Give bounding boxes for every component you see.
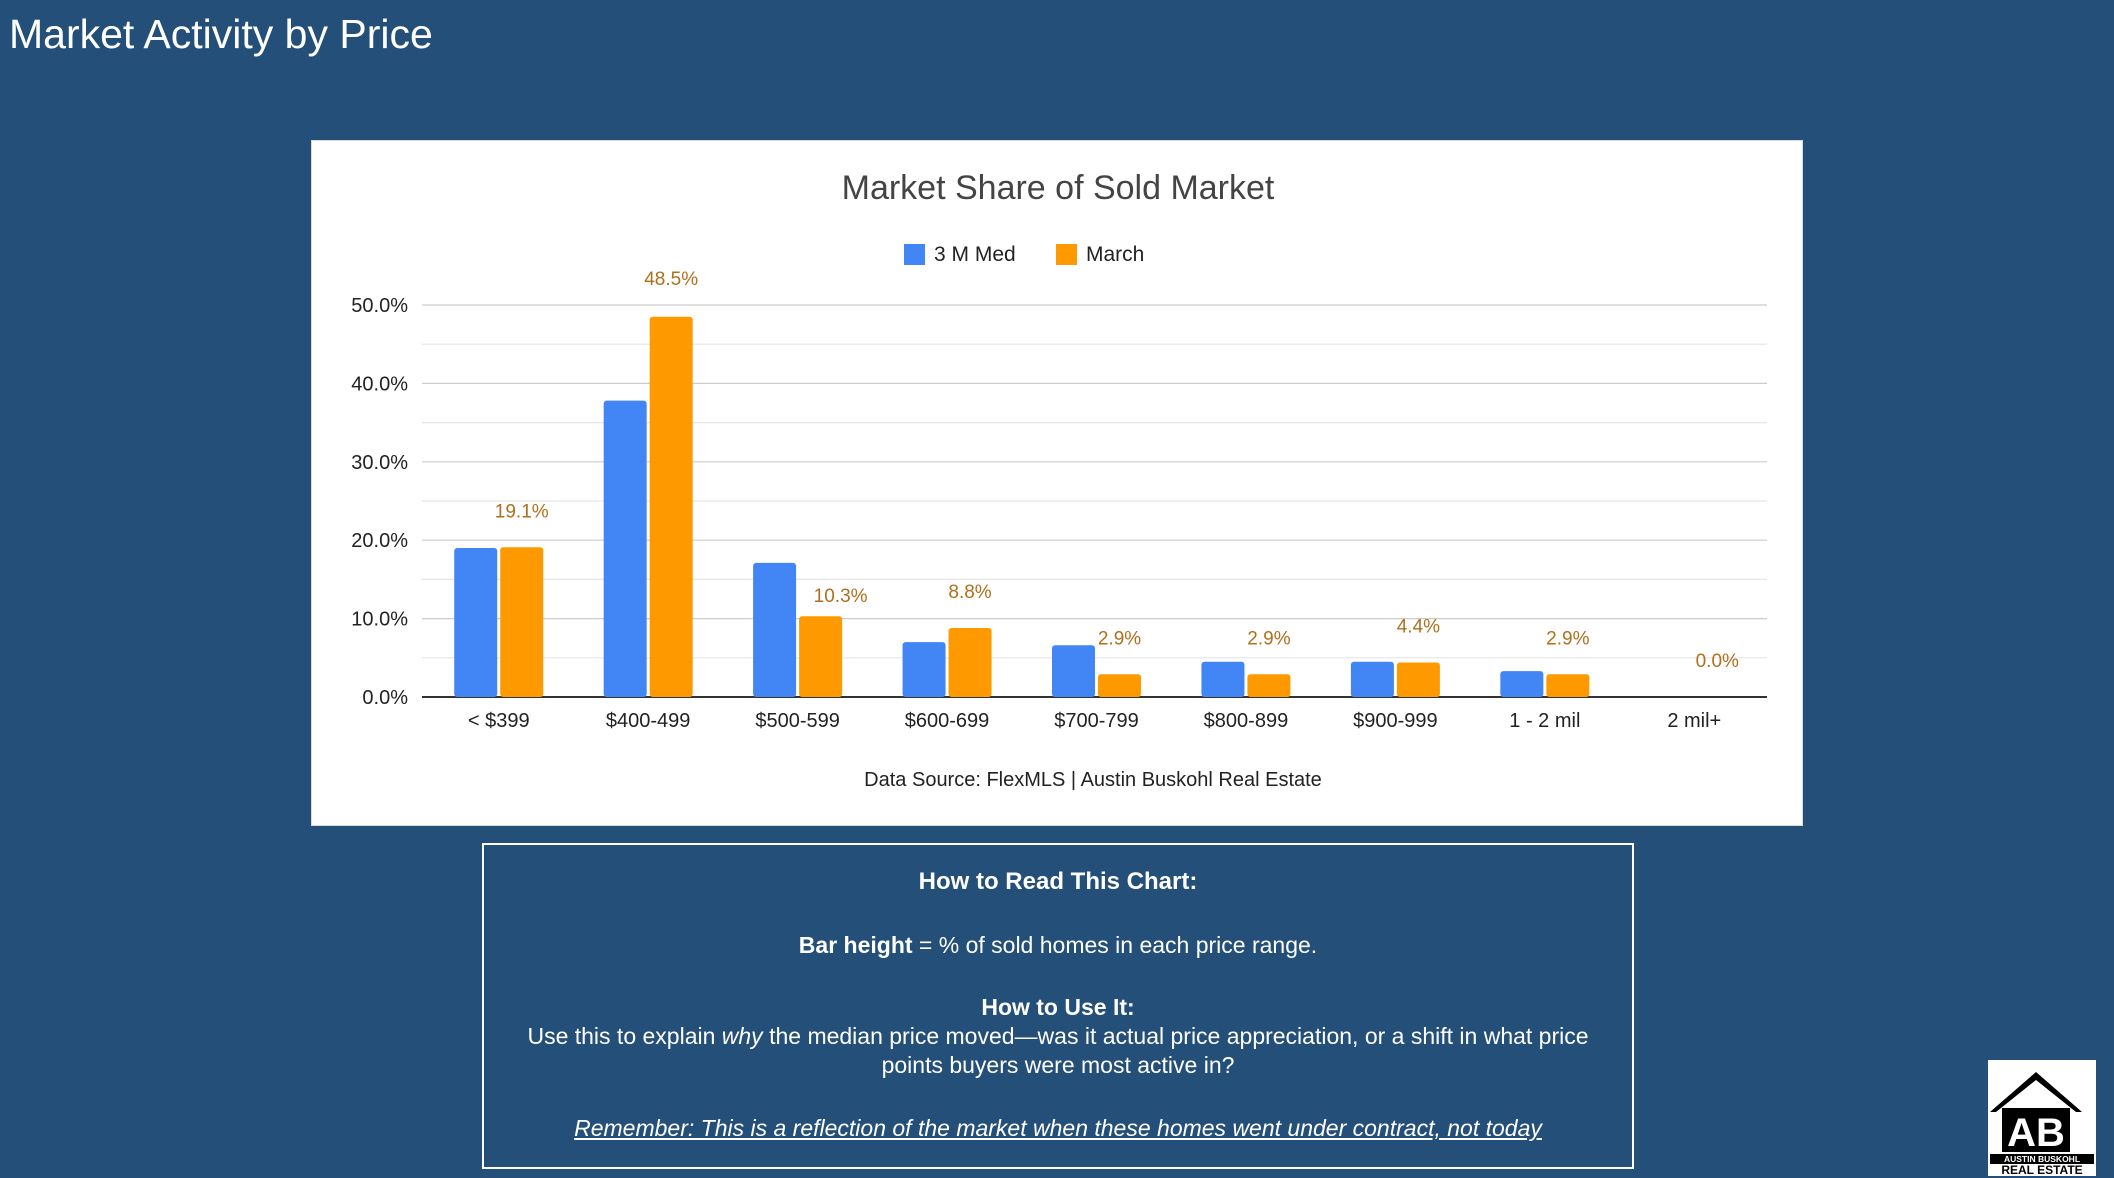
how-to-use-heading: How to Use It: xyxy=(981,994,1135,1020)
data-label-march: 48.5% xyxy=(644,269,698,290)
bar-march xyxy=(948,628,992,697)
y-tick-label: 30.0% xyxy=(351,452,408,474)
market-share-bar-chart: Market Share of Sold Market 3 M Med March 0… xyxy=(351,169,1767,791)
bar-march xyxy=(500,547,544,697)
y-tick-label: 20.0% xyxy=(351,530,408,552)
how-to-use-text: Use this to explain why the median price… xyxy=(484,1022,1632,1080)
bar-three-month-median xyxy=(1201,661,1245,697)
austin-buskohl-logo: AB AUSTIN BUSKOHL REAL ESTATE xyxy=(1988,1060,2096,1176)
bar-march xyxy=(1396,662,1440,697)
bar-march xyxy=(1247,674,1291,697)
bar-height-desc: = % of sold homes in each price range. xyxy=(912,932,1318,958)
bar-three-month-median xyxy=(1052,645,1095,697)
x-tick-label: $400-499 xyxy=(606,710,691,732)
x-tick-label: $700-799 xyxy=(1054,710,1139,732)
bar-three-month-median xyxy=(1350,661,1394,697)
legend-swatch-2 xyxy=(1056,244,1077,265)
y-tick-label: 0.0% xyxy=(362,687,408,709)
how-to-use-emphasis: why xyxy=(721,1023,763,1049)
how-to-read-box: How to Read This Chart: Bar height = % o… xyxy=(482,843,1634,1169)
how-to-read-heading: How to Read This Chart: xyxy=(918,868,1198,895)
x-tick-label: $800-899 xyxy=(1204,710,1289,732)
legend-label-1: 3 M Med xyxy=(934,243,1016,266)
bar-march xyxy=(649,316,693,697)
chart-title: Market Share of Sold Market xyxy=(842,169,1275,207)
bar-march xyxy=(1546,674,1590,697)
x-tick-label: $900-999 xyxy=(1353,710,1438,732)
x-tick-label: 2 mil+ xyxy=(1667,710,1721,732)
data-label-march: 10.3% xyxy=(814,586,868,607)
data-label-march: 0.0% xyxy=(1696,651,1739,672)
logo-line1: AUSTIN BUSKOHL xyxy=(2004,1154,2080,1164)
chart-card: Market Share of Sold Market 3 M Med March 0… xyxy=(311,140,1803,826)
legend-swatch-1 xyxy=(904,244,925,265)
remember-note: Remember: This is a reflection of the ma… xyxy=(574,1115,1542,1141)
data-label-march: 2.9% xyxy=(1247,628,1290,649)
x-tick-label: $500-599 xyxy=(755,710,840,732)
y-tick-label: 50.0% xyxy=(351,295,408,317)
bar-three-month-median xyxy=(753,562,797,697)
bar-three-month-median xyxy=(902,642,946,697)
bar-three-month-median xyxy=(454,548,498,697)
data-source-note: Data Source: FlexMLS | Austin Buskohl Re… xyxy=(864,769,1322,791)
y-tick-label: 40.0% xyxy=(351,373,408,395)
y-tick-label: 10.0% xyxy=(351,609,408,631)
x-tick-label: < $399 xyxy=(468,710,530,732)
bar-height-term: Bar height xyxy=(798,932,913,958)
legend-label-2: March xyxy=(1086,243,1144,266)
bar-march xyxy=(1098,674,1141,697)
data-label-march: 8.8% xyxy=(948,582,991,603)
bar-march xyxy=(799,616,843,697)
data-label-march: 19.1% xyxy=(495,501,549,522)
bar-three-month-median xyxy=(603,400,647,697)
bar-three-month-median xyxy=(1500,671,1544,697)
bar-height-explanation: Bar height = % of sold homes in each pri… xyxy=(484,931,1632,960)
logo-line2: REAL ESTATE xyxy=(2001,1163,2082,1176)
how-to-use-pre: Use this to explain xyxy=(527,1023,722,1049)
data-label-march: 2.9% xyxy=(1546,628,1589,649)
logo-monogram: AB xyxy=(2007,1111,2065,1155)
x-tick-label: $600-699 xyxy=(905,710,990,732)
page-title: Market Activity by Price xyxy=(9,11,433,57)
how-to-use-post: the median price moved—was it actual pri… xyxy=(762,1023,1589,1078)
data-label-march: 4.4% xyxy=(1397,617,1440,638)
data-label-march: 2.9% xyxy=(1098,628,1141,649)
x-tick-label: 1 - 2 mil xyxy=(1509,710,1580,732)
